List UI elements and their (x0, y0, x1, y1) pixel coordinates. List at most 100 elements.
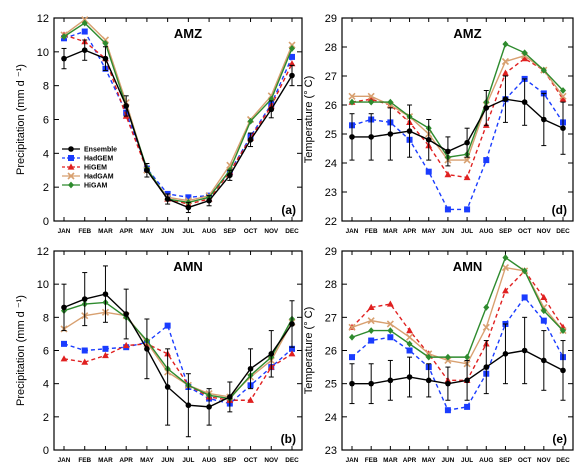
panel-d-amz-temperature: 22 23 24 25 26 27 28 29 JAN FEB MAR APR MAY JUN JUL AUG… (303, 13, 574, 235)
point-higam (540, 307, 547, 315)
point-ensemble (268, 106, 275, 113)
x-tick-label: JUN (442, 228, 455, 235)
point-higem (102, 351, 109, 359)
series-line-higam (63, 301, 293, 400)
point-ensemble (206, 404, 212, 410)
y-tick-label: 6 (43, 346, 49, 358)
x-tick-label: FEB (78, 457, 91, 464)
x-tick-label: MAR (383, 228, 398, 235)
point-ensemble (464, 377, 470, 384)
point-higam (560, 87, 566, 94)
point-hadgem (540, 317, 547, 324)
x-tick-label: MAR (383, 457, 398, 464)
y-tick-label: 2 (43, 412, 49, 424)
x-tick-label: DEC (285, 228, 299, 235)
y-tick-label: 0 (43, 216, 49, 228)
point-hadgem (81, 28, 88, 35)
point-ensemble (560, 367, 566, 374)
point-higam (387, 98, 394, 106)
point-hadgam (501, 264, 510, 272)
point-higem (559, 95, 567, 102)
series-line-ensemble (352, 349, 564, 385)
point-ensemble (387, 131, 394, 137)
point-ensemble (164, 384, 171, 390)
plot-frame (341, 17, 574, 222)
y-tick-label: 0 (43, 445, 49, 457)
point-higam (268, 95, 275, 103)
point-ensemble (185, 204, 192, 211)
x-tick-label: OCT (518, 228, 532, 235)
x-tick-label: MAY (140, 457, 154, 464)
panel-title: AMZ (453, 26, 481, 41)
point-higem (463, 173, 471, 181)
x-tick-label: NOV (537, 457, 552, 464)
point-higam (483, 303, 490, 311)
point-higam (521, 267, 528, 275)
point-hadgam (463, 156, 471, 164)
point-hadgam (348, 92, 356, 100)
x-tick-label: NOV (537, 228, 552, 235)
point-hadgem (425, 168, 432, 175)
point-higam (502, 254, 509, 262)
series-line-higem (63, 34, 293, 205)
point-hadgem (464, 206, 471, 213)
panel-e-amn-temperature: 23 24 25 26 27 28 29 JAN FEB MAR APR MAY JUN JUL AUG SE… (303, 246, 574, 464)
point-ensemble (521, 99, 528, 105)
point-ensemble (349, 380, 355, 387)
x-tick-label: SEP (499, 228, 513, 235)
panel-a-amz-precipitation: 0 2 4 6 8 10 12 JAN FEB MAR APR MAY JUN JUL AUG SEP OCT N… (15, 13, 303, 235)
x-tick-label: MAR (98, 228, 113, 235)
x-tick-label: JUL (461, 457, 473, 464)
point-hadgem (289, 345, 295, 352)
y-tick-label: 4 (43, 379, 49, 391)
x-tick-label: OCT (518, 457, 532, 464)
y-tick-label: 27 (325, 312, 337, 324)
legend-label-hadgam: HadGAM (84, 174, 114, 181)
series-line-ensemble (352, 98, 564, 153)
point-ensemble (541, 116, 547, 123)
y-tick-label: 27 (325, 71, 337, 83)
point-hadgem (164, 322, 171, 329)
point-hadgem (81, 347, 88, 354)
point-ensemble (206, 197, 212, 204)
point-ensemble (247, 365, 254, 372)
legend-marker-higam (68, 181, 74, 189)
point-higem (406, 327, 413, 334)
y-tick-label: 8 (43, 312, 49, 324)
point-higam (81, 19, 88, 27)
point-ensemble (387, 377, 394, 384)
point-higem (540, 293, 548, 301)
point-hadgem (368, 337, 375, 344)
point-higem (288, 350, 296, 357)
legend: Ensemble HadGEM HiGEM HadGAM HiGAM (62, 146, 117, 190)
point-higam (425, 353, 432, 361)
panel-label: (e) (552, 432, 567, 446)
panel-title: AMN (453, 259, 483, 274)
point-ensemble (123, 103, 129, 109)
x-tick-label: DEC (285, 457, 299, 464)
y-axis-label: Precipitation (mm d ⁻¹) (15, 295, 27, 406)
y-tick-label: 2 (43, 182, 49, 194)
point-ensemble (349, 134, 355, 140)
y-axis-label: Temperature (° C) (303, 76, 315, 164)
x-tick-label: JUL (182, 228, 194, 235)
point-ensemble (102, 55, 109, 62)
point-higam (406, 340, 413, 348)
series-line-hadgem (351, 77, 564, 211)
point-hadgem (444, 206, 451, 213)
series-line-higem (351, 269, 564, 382)
y-tick-label: 28 (325, 42, 337, 54)
point-ensemble (227, 394, 233, 400)
point-ensemble (445, 380, 451, 387)
point-hadgam (348, 323, 356, 331)
point-hadgem (289, 53, 295, 60)
y-tick-label: 22 (325, 216, 337, 228)
series-line-higam (351, 256, 564, 358)
y-tick-label: 26 (325, 346, 337, 358)
point-higem (521, 55, 529, 62)
point-higem (444, 171, 452, 178)
point-ensemble (483, 364, 490, 370)
x-tick-label: FEB (365, 228, 378, 235)
point-higem (122, 341, 130, 349)
y-tick-label: 10 (37, 47, 49, 59)
